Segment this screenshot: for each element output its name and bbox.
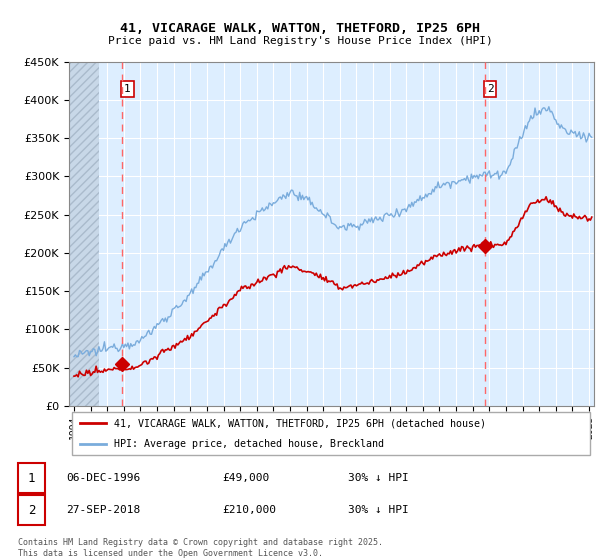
Text: 30% ↓ HPI: 30% ↓ HPI	[348, 505, 409, 515]
FancyBboxPatch shape	[18, 495, 45, 525]
Text: £210,000: £210,000	[222, 505, 276, 515]
Text: 1: 1	[28, 472, 35, 485]
Text: 1: 1	[124, 84, 131, 94]
Text: Price paid vs. HM Land Registry's House Price Index (HPI): Price paid vs. HM Land Registry's House …	[107, 36, 493, 46]
FancyBboxPatch shape	[71, 412, 590, 455]
Text: Contains HM Land Registry data © Crown copyright and database right 2025.
This d: Contains HM Land Registry data © Crown c…	[18, 538, 383, 558]
Text: HPI: Average price, detached house, Breckland: HPI: Average price, detached house, Brec…	[113, 438, 383, 449]
Text: 06-DEC-1996: 06-DEC-1996	[66, 473, 140, 483]
Text: 2: 2	[28, 503, 35, 517]
Text: 2: 2	[487, 84, 494, 94]
Text: 41, VICARAGE WALK, WATTON, THETFORD, IP25 6PH (detached house): 41, VICARAGE WALK, WATTON, THETFORD, IP2…	[113, 418, 485, 428]
Text: £49,000: £49,000	[222, 473, 269, 483]
Text: 30% ↓ HPI: 30% ↓ HPI	[348, 473, 409, 483]
Text: 41, VICARAGE WALK, WATTON, THETFORD, IP25 6PH: 41, VICARAGE WALK, WATTON, THETFORD, IP2…	[120, 22, 480, 35]
Text: 27-SEP-2018: 27-SEP-2018	[66, 505, 140, 515]
FancyBboxPatch shape	[18, 463, 45, 493]
Bar	[69, 62, 99, 406]
